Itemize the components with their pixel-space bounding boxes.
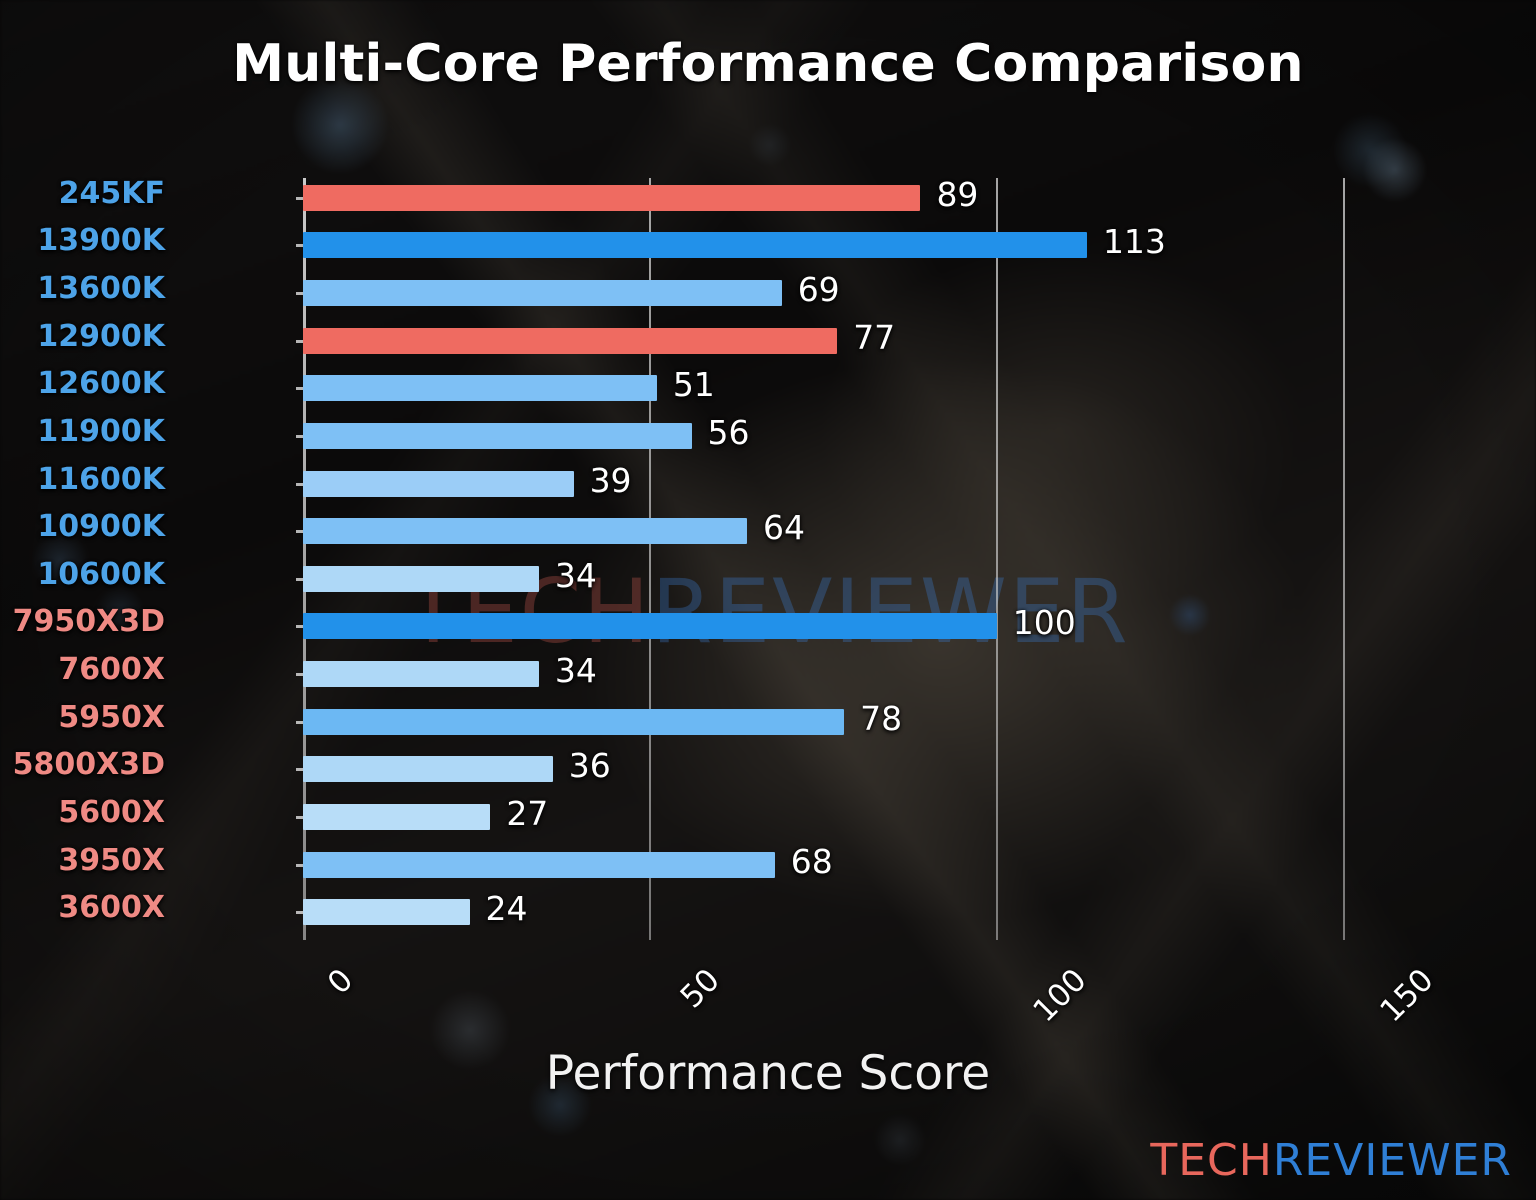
y-tick-mark	[296, 625, 303, 629]
gridline-50	[648, 178, 651, 940]
category-label-3600x: 3600X	[58, 890, 165, 926]
bar-value-label: 24	[485, 889, 528, 929]
plot-area: 89 113 69 77 51 56 39 64 34 100 34 78 36 27 68 24 245KF…	[13, 174, 1441, 1029]
bar-value-label: 56	[707, 412, 750, 452]
bar-value-label: 39	[589, 460, 632, 500]
category-label-5600x: 5600X	[58, 794, 165, 830]
y-tick-mark	[296, 387, 303, 391]
y-tick-mark	[296, 815, 303, 819]
bar-value-label: 89	[936, 174, 979, 214]
bar	[303, 708, 845, 735]
bar	[303, 184, 921, 211]
y-tick-mark	[296, 720, 303, 724]
bar-value-label: 100	[1012, 603, 1076, 643]
bar	[303, 232, 1087, 259]
category-label-3950x: 3950X	[58, 842, 165, 878]
bar-value-label: 51	[672, 365, 715, 405]
category-label-7600x: 7600X	[58, 652, 165, 688]
y-tick-mark	[296, 577, 303, 581]
y-tick-mark	[296, 196, 303, 200]
bar-value-label: 68	[790, 841, 833, 881]
brand-tech: TECH	[1150, 1135, 1273, 1186]
bar	[303, 565, 539, 592]
category-label-11900k: 11900K	[37, 413, 165, 449]
brand-reviewer: REVIEWER	[1272, 1135, 1512, 1186]
bar-value-label: 113	[1102, 222, 1166, 262]
bar	[303, 375, 657, 402]
category-label-13900k: 13900K	[37, 223, 165, 259]
category-label-12600k: 12600K	[37, 366, 165, 402]
y-tick-mark	[296, 244, 303, 248]
y-tick-mark	[296, 530, 303, 534]
category-label-10900k: 10900K	[37, 509, 165, 545]
category-label-7950x3d: 7950X3D	[12, 604, 165, 640]
category-label-5800x3d: 5800X3D	[12, 747, 165, 783]
bar	[303, 661, 539, 688]
brand-logo: TECHREVIEWER	[1150, 1135, 1512, 1186]
category-label-11600k: 11600K	[37, 461, 165, 497]
y-tick-mark	[296, 911, 303, 915]
bar-value-label: 69	[797, 270, 840, 310]
bar	[303, 470, 574, 497]
category-label-5950x: 5950X	[58, 699, 165, 735]
bar	[303, 613, 997, 640]
chart-title: Multi-Core Performance Comparison	[232, 34, 1304, 94]
x-axis-label: Performance Score	[545, 1046, 991, 1101]
bar-value-label: 27	[506, 793, 549, 833]
y-tick-mark	[296, 434, 303, 438]
y-tick-mark	[296, 292, 303, 296]
category-label-13600k: 13600K	[37, 271, 165, 307]
bar	[303, 756, 553, 783]
bar-value-label: 34	[554, 651, 597, 691]
y-tick-mark	[296, 768, 303, 772]
category-label-12900k: 12900K	[37, 318, 165, 354]
bar	[303, 851, 775, 878]
bar	[303, 280, 782, 307]
y-tick-mark	[296, 863, 303, 867]
bar	[303, 422, 692, 449]
y-axis-spine	[303, 178, 306, 940]
bar	[303, 803, 491, 830]
bar-value-label: 34	[554, 555, 597, 595]
bar-value-label: 36	[568, 746, 611, 786]
y-tick-mark	[296, 339, 303, 343]
bar-value-label: 77	[853, 317, 896, 357]
bar-value-label: 64	[763, 508, 805, 548]
y-tick-mark	[296, 673, 303, 677]
bar	[303, 899, 470, 926]
gridline-100	[995, 178, 998, 940]
bar	[303, 518, 747, 545]
watermark-reviewer: REVIEWER	[651, 560, 1130, 663]
category-label-245kf: 245KF	[58, 175, 165, 211]
y-tick-mark	[296, 482, 303, 486]
bar-value-label: 78	[860, 698, 903, 738]
bar	[303, 327, 838, 354]
category-label-10600k: 10600K	[37, 556, 165, 592]
gridline-150	[1342, 178, 1345, 940]
